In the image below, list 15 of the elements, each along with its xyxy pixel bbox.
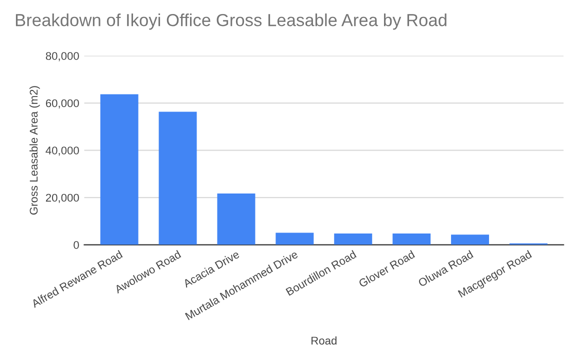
bar — [392, 233, 431, 245]
bar — [276, 232, 314, 245]
bar — [451, 234, 490, 245]
y-tick-label: 40,000 — [46, 146, 79, 156]
bar — [158, 112, 197, 245]
bar — [217, 194, 256, 245]
y-axis-title: Gross Leasable Area (m2) — [29, 86, 40, 215]
bar — [334, 233, 372, 245]
chart-title: Breakdown of Ikoyi Office Gross Leasable Area by Road — [16, 14, 446, 30]
y-tick-label: 80,000 — [46, 52, 79, 62]
x-axis-title: Road — [312, 336, 336, 345]
y-tick-label: 20,000 — [46, 194, 79, 203]
y-tick-label: 0 — [74, 241, 79, 249]
y-tick-label: 60,000 — [46, 99, 79, 108]
bar — [100, 94, 138, 245]
